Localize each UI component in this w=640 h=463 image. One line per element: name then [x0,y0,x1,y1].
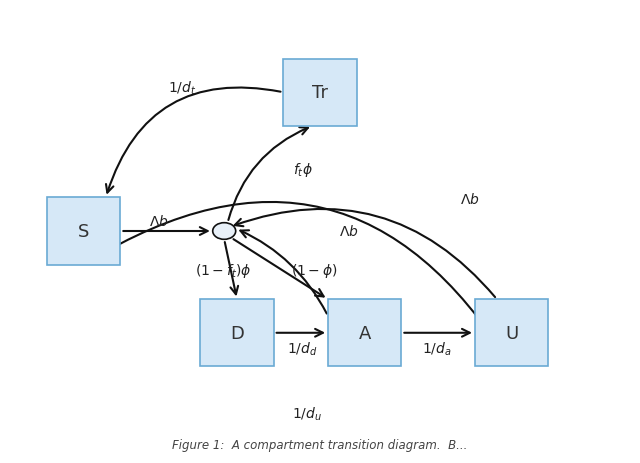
Text: $(1 - \phi)$: $(1 - \phi)$ [291,262,338,280]
FancyBboxPatch shape [475,300,548,367]
FancyBboxPatch shape [200,300,274,367]
Text: $1 / d_t$: $1 / d_t$ [168,80,197,97]
Text: $\Lambda b$: $\Lambda b$ [149,213,169,228]
Circle shape [212,223,236,240]
FancyBboxPatch shape [47,198,120,265]
Text: $\Lambda b$: $\Lambda b$ [339,224,359,239]
Text: A: A [358,324,371,342]
Text: D: D [230,324,244,342]
FancyBboxPatch shape [284,60,356,126]
Text: $1 / d_d$: $1 / d_d$ [287,339,317,357]
Text: Figure 1:  A compartment transition diagram.  B...: Figure 1: A compartment transition diagr… [172,438,468,451]
Text: Tr: Tr [312,84,328,102]
Text: $1 / d_u$: $1 / d_u$ [292,405,323,423]
FancyBboxPatch shape [328,300,401,367]
Text: $\Lambda b$: $\Lambda b$ [461,192,480,206]
Text: $1 / d_a$: $1 / d_a$ [422,339,452,357]
Text: S: S [78,223,90,240]
Text: $(1 - f_t)\phi$: $(1 - f_t)\phi$ [195,262,252,280]
Text: $f_t\phi$: $f_t\phi$ [293,160,313,178]
Text: U: U [505,324,518,342]
